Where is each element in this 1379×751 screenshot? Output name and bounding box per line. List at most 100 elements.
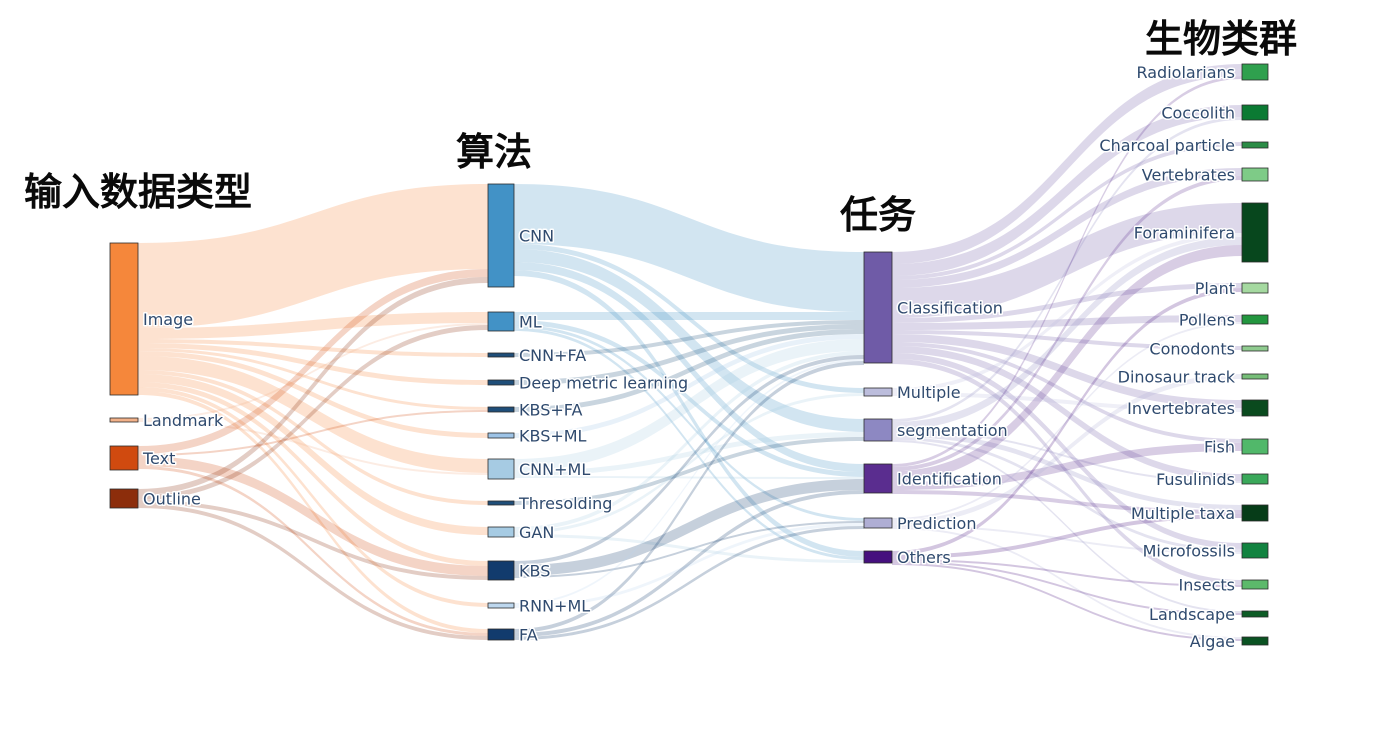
node-gan[interactable] [487,526,515,538]
link-kbs-fa-classification[interactable] [514,329,864,412]
link-multiple-foraminifera[interactable] [892,233,1242,392]
link-segmentation-fusulinids[interactable] [892,430,1242,483]
link-classification-fish[interactable] [892,342,1242,443]
link-text-kbs-fa[interactable] [138,410,488,456]
link-image-thresolding[interactable] [138,370,488,505]
link-others-algae[interactable] [892,563,1242,641]
node-fa[interactable] [487,628,515,641]
link-text-fa[interactable] [138,466,488,636]
link-classification-invertebrates[interactable] [892,334,1242,408]
link-segmentation-foraminifera[interactable] [892,237,1242,430]
link-cnn-others[interactable] [514,270,864,557]
node-image[interactable] [109,242,139,396]
link-image-ml[interactable] [138,312,488,339]
node-coccolith[interactable] [1241,104,1269,121]
link-cnn-ml-identification[interactable] [514,476,864,479]
node-plant[interactable] [1241,282,1269,294]
link-identification-fish[interactable] [892,443,1242,490]
link-multiple-invertebrates[interactable] [892,392,1242,412]
node-multiple[interactable] [863,387,893,397]
link-cnn-identification[interactable] [514,262,864,472]
link-image-cnn-ml[interactable] [138,356,488,473]
node-prediction[interactable] [863,517,893,529]
link-others-landscape[interactable] [892,561,1242,615]
link-identification-multiple-taxa[interactable] [892,490,1242,514]
link-others-multiple-taxa[interactable] [892,514,1242,559]
node-dml[interactable] [487,379,515,386]
link-image-rnn-ml[interactable] [138,387,488,607]
link-ml-prediction[interactable] [514,325,864,521]
node-vertebrates[interactable] [1241,167,1269,182]
link-fa-identification[interactable] [514,490,864,637]
node-others[interactable] [863,550,893,564]
link-segmentation-landscape[interactable] [892,440,1242,613]
link-outline-cnn[interactable] [138,277,488,495]
node-cnn-ml[interactable] [487,458,515,480]
node-microfossils[interactable] [1241,542,1269,559]
node-fusulinids[interactable] [1241,473,1269,485]
link-outline-ml[interactable] [138,325,488,500]
link-classification-radiolarians[interactable] [892,64,1242,264]
node-landmark[interactable] [109,417,139,423]
link-image-cnn-fa[interactable] [138,339,488,357]
link-classification-pollens[interactable] [892,315,1242,330]
link-dml-classification[interactable] [514,324,864,385]
link-fa-prediction[interactable] [514,526,864,640]
node-invertebrates[interactable] [1241,399,1269,417]
link-cnn-ml-segmentation[interactable] [514,432,864,476]
node-insects[interactable] [1241,579,1269,590]
link-kbs-ml-classification[interactable] [514,334,864,438]
link-image-fa[interactable] [138,391,488,633]
link-outline-kbs[interactable] [138,500,488,580]
node-identification[interactable] [863,463,893,494]
link-classification-insects[interactable] [892,359,1242,585]
link-outline-fa[interactable] [138,504,488,640]
link-others-insects[interactable] [892,559,1242,587]
node-kbs-fa[interactable] [487,406,515,413]
link-classification-plant[interactable] [892,283,1242,323]
link-prediction-microfossils[interactable] [892,525,1242,554]
link-identification-foraminifera[interactable] [892,245,1242,482]
link-landmark-ml[interactable] [138,323,488,420]
link-identification-vertebrates[interactable] [892,176,1242,471]
link-kbs-identification[interactable] [514,479,864,576]
link-thresolding-segmentation[interactable] [514,437,864,505]
link-gan-others[interactable] [514,534,864,563]
link-segmentation-microfossils[interactable] [892,437,1242,552]
link-text-kbs[interactable] [138,456,488,576]
link-ml-classification[interactable] [514,312,864,320]
link-classification-conodonts[interactable] [892,330,1242,350]
node-outline[interactable] [109,488,139,509]
node-cnn-fa[interactable] [487,352,515,358]
link-rnn-ml-prediction[interactable] [514,523,864,608]
link-ml-identification[interactable] [514,320,864,477]
node-ml[interactable] [487,311,515,332]
node-segmentation[interactable] [863,418,893,442]
node-landscape[interactable] [1241,610,1269,618]
link-ml-others[interactable] [514,328,864,560]
node-fish[interactable] [1241,438,1269,455]
link-classification-vertebrates[interactable] [892,168,1242,288]
link-identification-radiolarians[interactable] [892,76,1242,467]
link-prediction-pollens[interactable] [892,322,1242,520]
node-pollens[interactable] [1241,314,1269,325]
link-prediction-algae[interactable] [892,527,1242,639]
node-cnn[interactable] [487,183,515,288]
node-radiolarians[interactable] [1241,63,1269,81]
link-kbs-classification[interactable] [514,355,864,565]
link-image-kbs-ml[interactable] [138,351,488,438]
link-landmark-cnn-ml[interactable] [138,420,488,475]
link-cnn-classification[interactable] [514,184,864,312]
node-kbs-ml[interactable] [487,432,515,439]
link-cnn-ml-classification[interactable] [514,339,864,471]
link-gan-classification[interactable] [514,351,864,531]
link-image-dml[interactable] [138,343,488,385]
link-cnn-segmentation[interactable] [514,249,864,432]
link-prediction-dinosaur[interactable] [892,374,1242,525]
node-algae[interactable] [1241,636,1269,646]
node-kbs[interactable] [487,560,515,581]
link-classification-coccolith[interactable] [892,105,1242,276]
link-image-gan[interactable] [138,374,488,535]
link-classification-fusulinids[interactable] [892,346,1242,481]
node-conodonts[interactable] [1241,345,1269,352]
